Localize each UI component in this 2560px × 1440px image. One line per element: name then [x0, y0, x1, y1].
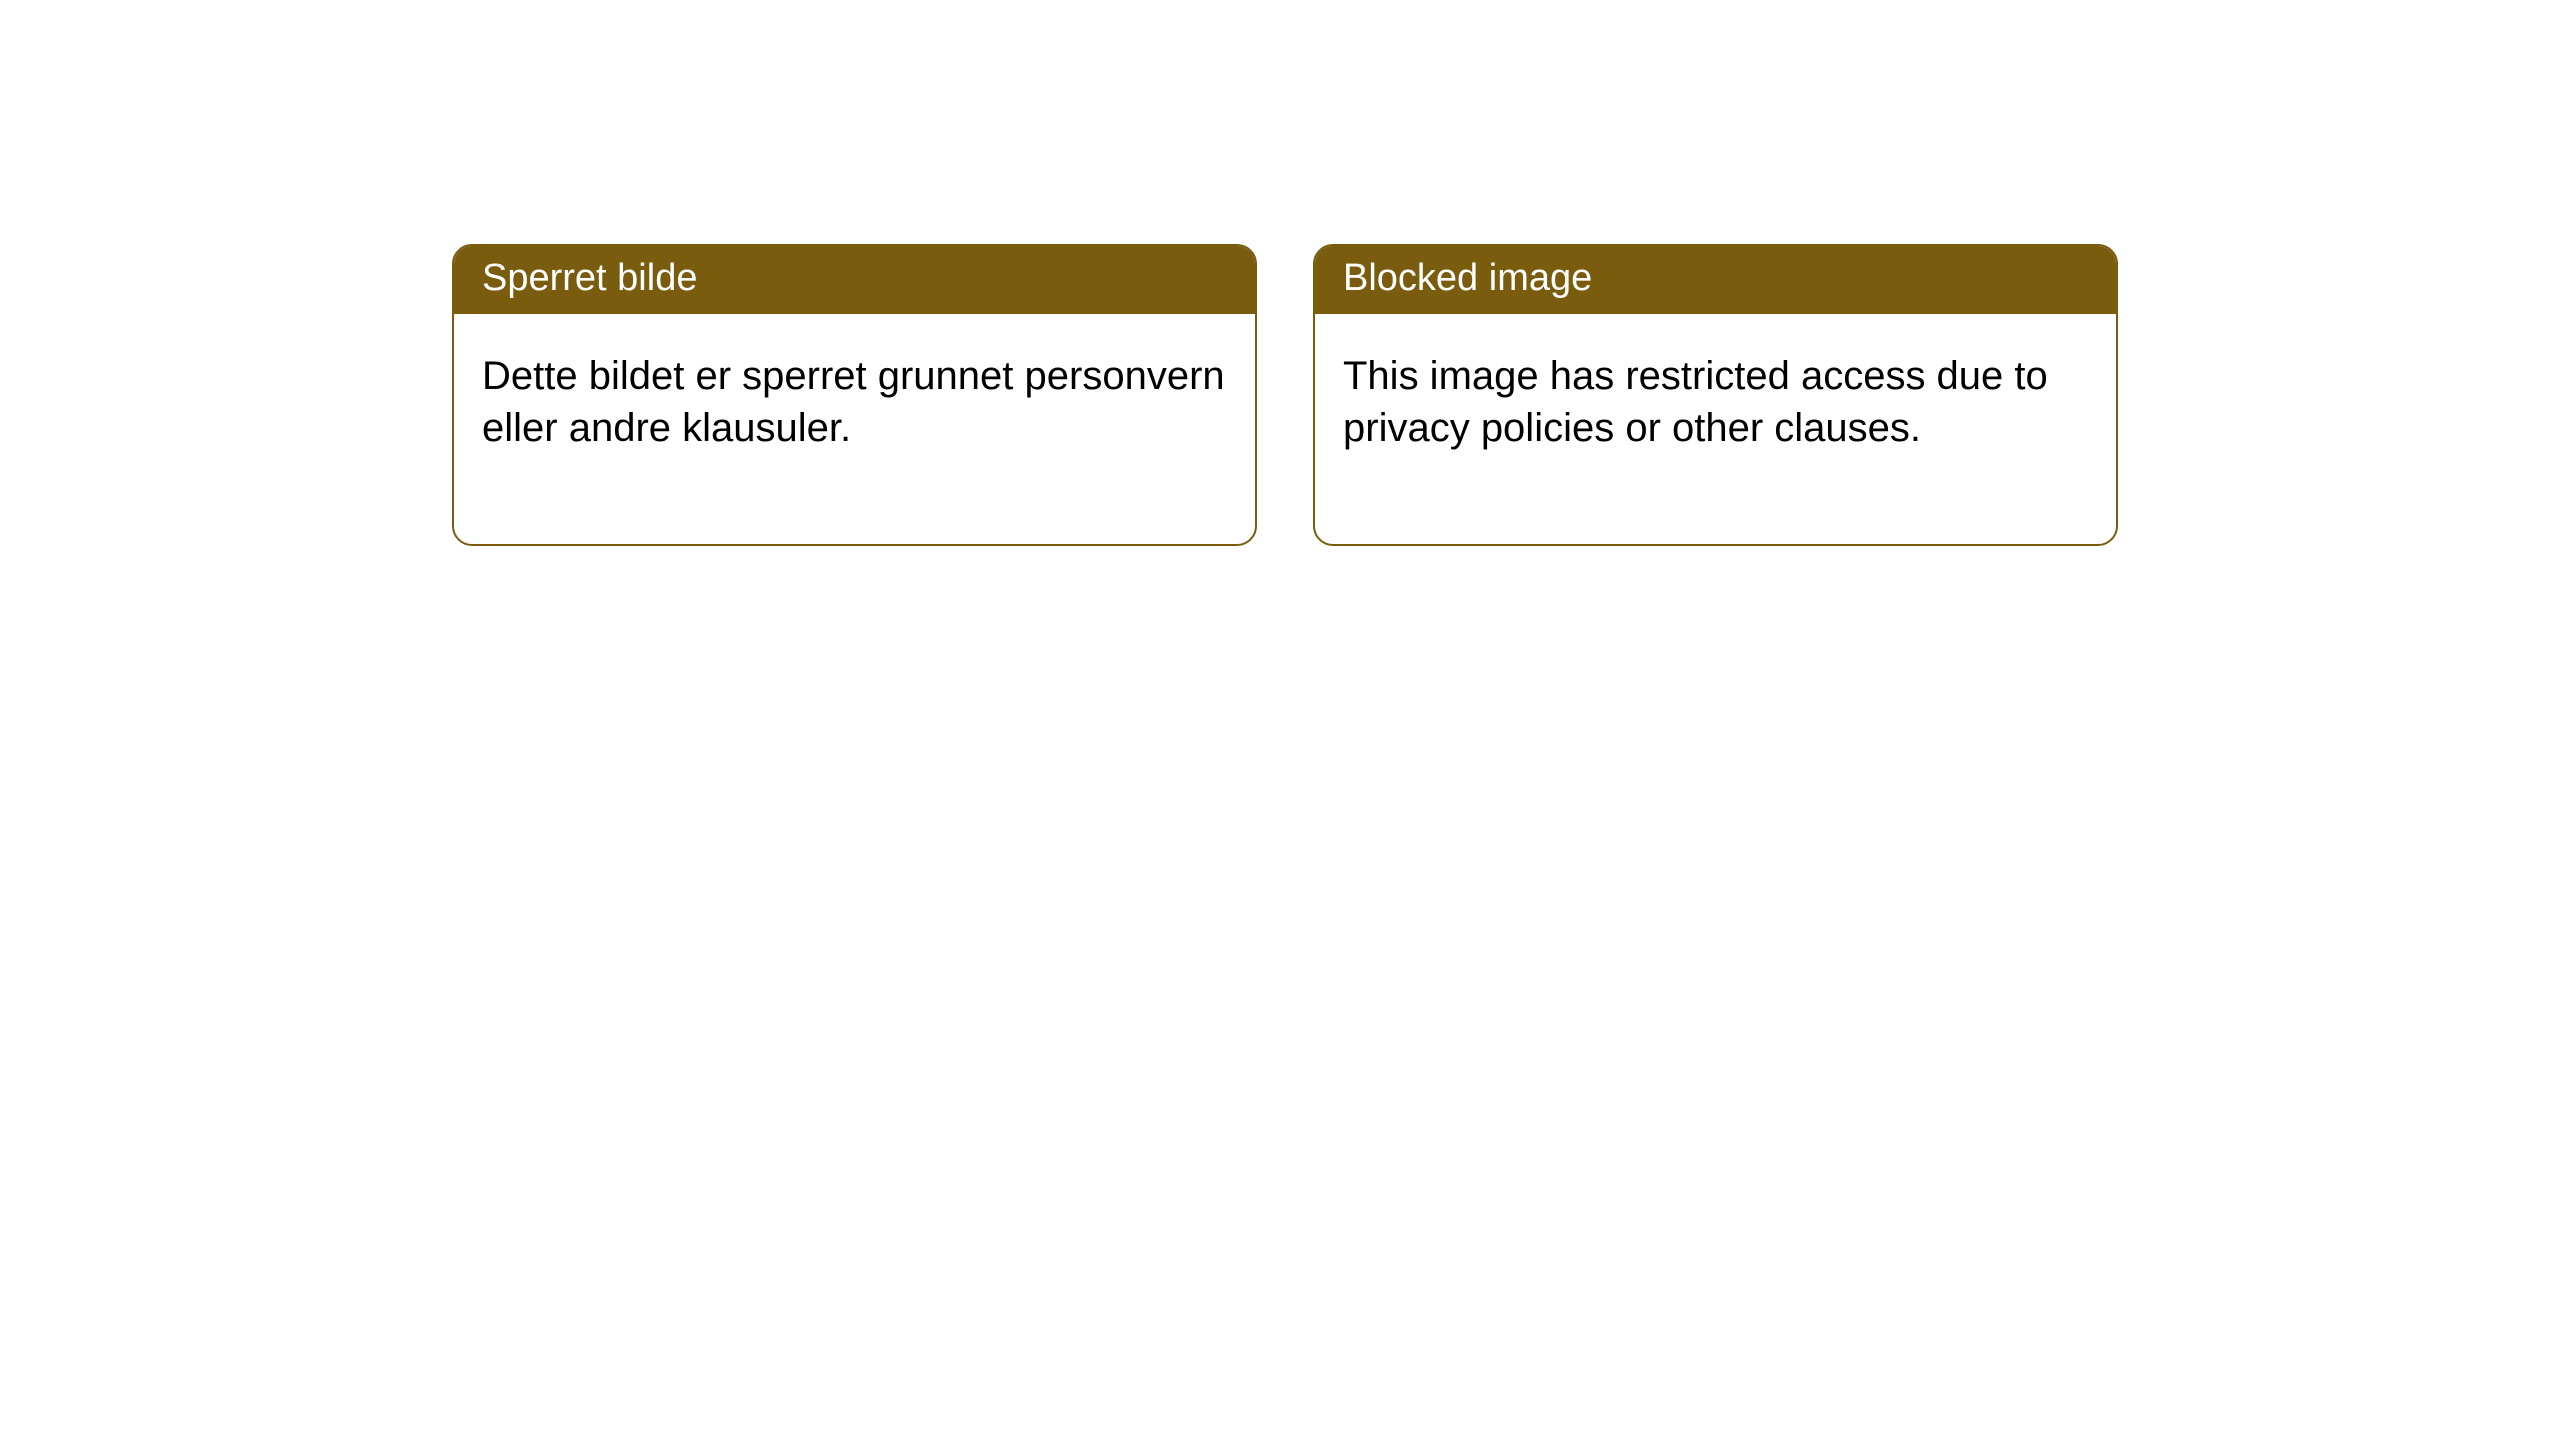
notice-container: Sperret bilde Dette bildet er sperret gr… [0, 0, 2560, 546]
notice-title: Blocked image [1315, 246, 2116, 314]
notice-body: Dette bildet er sperret grunnet personve… [454, 314, 1255, 544]
notice-body: This image has restricted access due to … [1315, 314, 2116, 544]
notice-card-norwegian: Sperret bilde Dette bildet er sperret gr… [452, 244, 1257, 546]
notice-title: Sperret bilde [454, 246, 1255, 314]
notice-card-english: Blocked image This image has restricted … [1313, 244, 2118, 546]
